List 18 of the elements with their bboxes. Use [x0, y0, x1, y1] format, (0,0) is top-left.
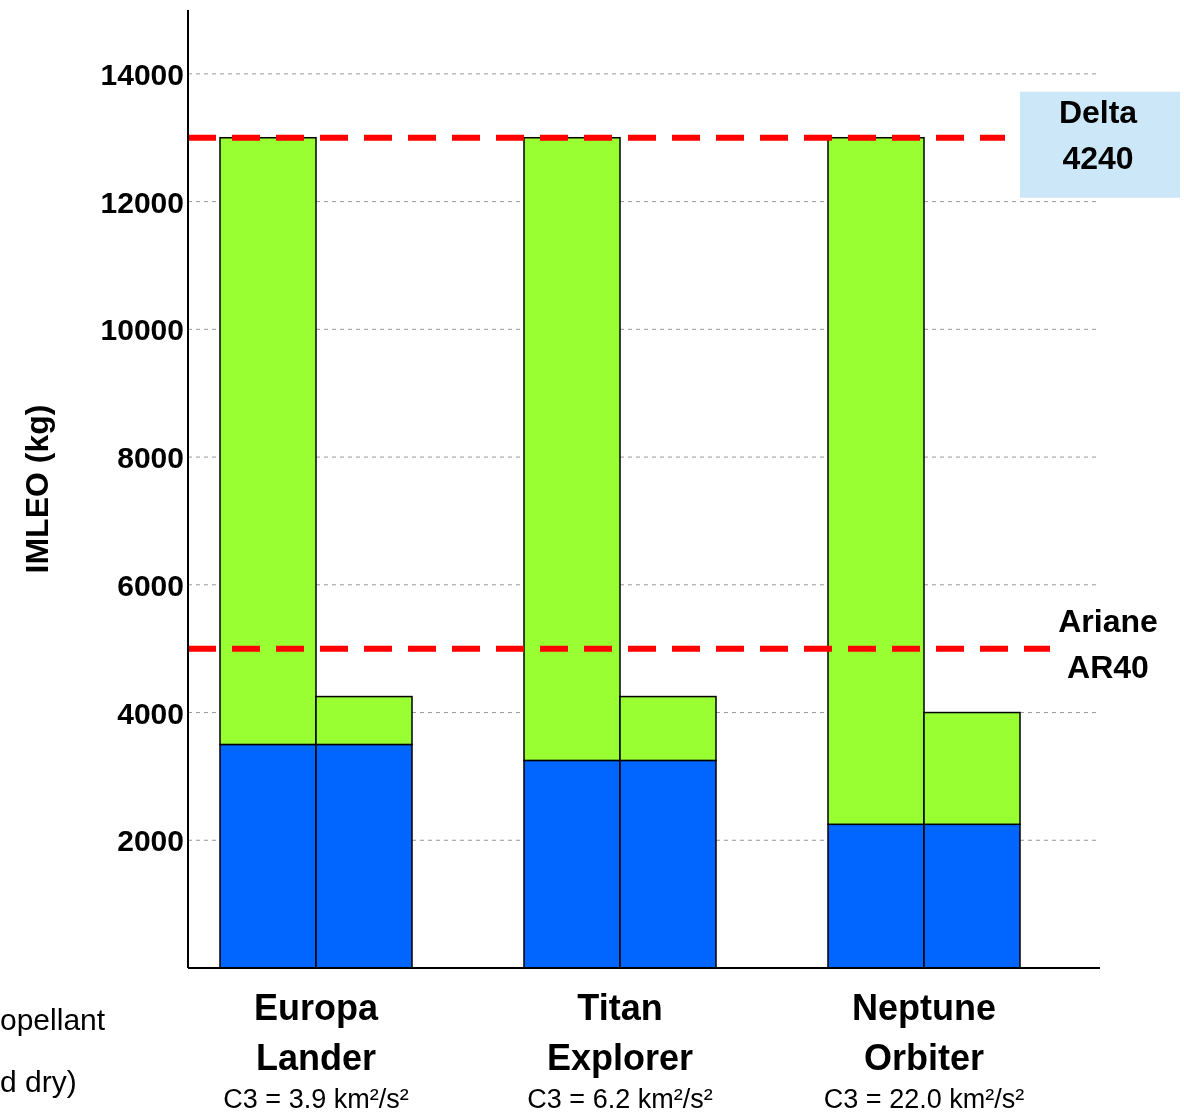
text: opellant: [0, 1003, 106, 1036]
y-tick-label: 6000: [117, 568, 184, 602]
y-tick-label: 14000: [100, 57, 184, 91]
text: C3 = 6.2 km²/s²: [527, 1084, 713, 1113]
y-tick-label: 4000: [117, 696, 184, 730]
y-tick-label: 2000: [117, 824, 184, 858]
ref-line-label: Ariane AR40: [1058, 602, 1158, 685]
text: C3 = 3.9 km²/s²: [223, 1084, 409, 1113]
y-tick-label: 12000: [100, 185, 184, 219]
text: Neptune Orbiter: [852, 987, 996, 1078]
text: C3 = 22.0 km²/s²: [823, 1084, 1025, 1113]
y-axis-title: IMLEO (kg): [19, 404, 55, 574]
y-tick-label: 8000: [117, 441, 184, 475]
ref-line-label: Delta 4240: [1058, 93, 1138, 176]
text: Titan Explorer: [546, 987, 694, 1078]
text: d dry): [0, 1065, 77, 1098]
text: Europa Lander: [253, 987, 379, 1078]
y-tick-label: 10000: [100, 313, 184, 347]
